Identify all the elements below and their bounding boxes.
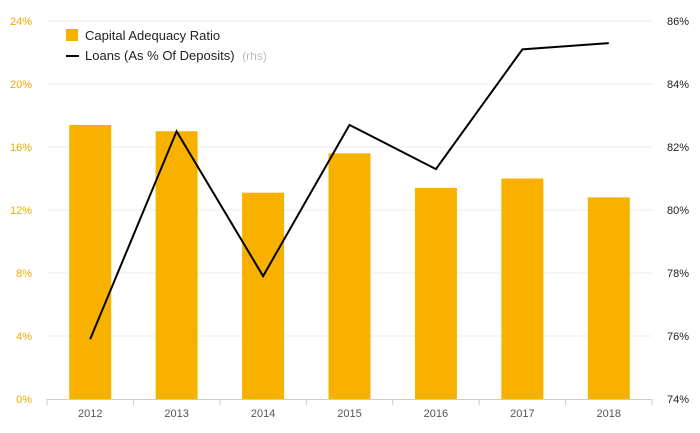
y-left-tick-label: 16% xyxy=(10,142,32,154)
bar-2013 xyxy=(155,131,198,399)
legend-swatch-bar xyxy=(66,29,78,41)
x-tick-label: 2012 xyxy=(78,408,102,420)
y-right-tick-label: 86% xyxy=(667,16,689,28)
y-right-tick-label: 76% xyxy=(667,331,689,343)
y-left-tick-label: 4% xyxy=(16,331,32,343)
axes: 0% 4% 8% 12% 16% 20% 24% 74% 76% 78% 80% 82% 84% 86% 2… xyxy=(10,16,689,420)
y-right-tick-label: 82% xyxy=(667,142,689,154)
bar-2012 xyxy=(69,124,112,399)
x-tick-label: 2017 xyxy=(510,408,534,420)
x-tick-label: 2016 xyxy=(424,408,448,420)
bar-2015 xyxy=(328,153,371,399)
y-right-tick-label: 78% xyxy=(667,268,689,280)
bar-2018 xyxy=(587,197,630,399)
bar-2017 xyxy=(501,178,544,399)
y-left-tick-label: 0% xyxy=(16,394,32,406)
y-left-tick-label: 8% xyxy=(16,268,32,280)
legend-label-line: Loans (As % Of Deposits) (rhs) xyxy=(85,48,267,63)
y-right-tick-label: 80% xyxy=(667,205,689,217)
x-tick-label: 2013 xyxy=(164,408,188,420)
legend-label-line-suffix: (rhs) xyxy=(242,49,267,63)
bar-2016 xyxy=(414,187,457,399)
bar-series xyxy=(69,124,630,399)
y-right-tick-label: 74% xyxy=(667,394,689,406)
legend-label-bar: Capital Adequacy Ratio xyxy=(85,28,220,43)
x-tick-label: 2018 xyxy=(597,408,621,420)
bar-2014 xyxy=(242,192,285,399)
x-tick-label: 2014 xyxy=(251,408,275,420)
legend: Capital Adequacy Ratio Loans (As % Of De… xyxy=(66,28,267,63)
line-series xyxy=(89,42,609,340)
y-left-tick-label: 12% xyxy=(10,205,32,217)
y-left-tick-label: 24% xyxy=(10,16,32,28)
legend-label-line-main: Loans (As % Of Deposits) xyxy=(85,48,235,63)
y-left-tick-label: 20% xyxy=(10,79,32,91)
y-right-tick-label: 84% xyxy=(667,79,689,91)
x-tick-label: 2015 xyxy=(337,408,361,420)
